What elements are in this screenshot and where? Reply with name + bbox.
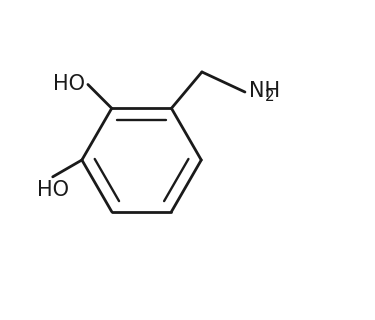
Text: 2: 2	[264, 89, 274, 104]
Text: HO: HO	[54, 75, 86, 94]
Text: HO: HO	[37, 180, 69, 200]
Text: NH: NH	[249, 81, 280, 101]
